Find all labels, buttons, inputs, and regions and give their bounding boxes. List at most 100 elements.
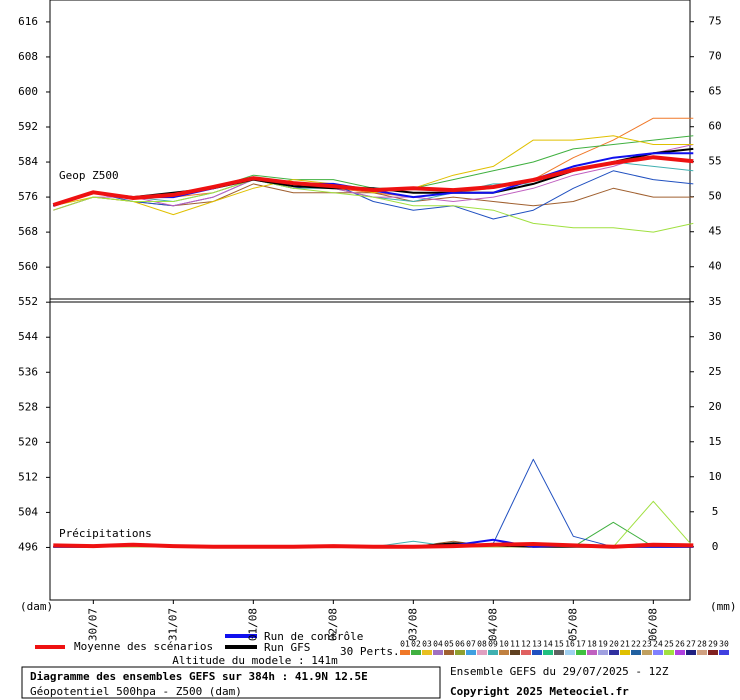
legend-label: 24 [653,640,663,649]
legend-label: 10 [499,640,509,649]
y2-tick-label: 75 [708,15,721,28]
legend-swatch [653,650,663,655]
legend-label: 17 [576,640,586,649]
legend-label: 06 [455,640,465,649]
y2-tick-label: 60 [708,120,721,133]
y2-tick-label: 20 [708,400,721,413]
legend-label: 28 [697,640,707,649]
legend-label: 25 [664,640,674,649]
y2-tick-label: 65 [708,85,721,98]
y-tick-label: 496 [18,540,38,553]
legend-swatch [620,650,630,655]
legend-label: 21 [620,640,630,649]
plot-frame [49,0,691,601]
legend-swatch [565,650,575,655]
y-tick-label: 608 [18,50,38,63]
legend-swatch [411,650,421,655]
legend-swatch [455,650,465,655]
legend-swatch [444,650,454,655]
x-tick-label: 02/08 [326,608,339,641]
legend-swatch [686,650,696,655]
y-tick-label: 544 [18,330,38,343]
legend-swatch [466,650,476,655]
title: Diagramme des ensembles GEFS sur 384h : … [30,670,368,683]
copyright: Copyright 2025 Meteociel.fr [450,685,629,698]
title-box [21,666,441,699]
y-tick-label: 600 [18,85,38,98]
y2-tick-label: 70 [708,50,721,63]
legend-swatch [433,650,443,655]
z500-line [53,135,694,216]
z500-line [53,179,694,233]
precip-line [53,542,694,549]
legend-label: 26 [675,640,685,649]
y-tick-label: 528 [18,400,38,413]
y2-tick-label: 5 [712,505,719,518]
y2-tick-label: 55 [708,155,721,168]
legend-label: 30 [719,640,729,649]
legend-swatch [708,650,718,655]
legend-swatch [598,650,608,655]
legend-label: 20 [609,640,619,649]
z500-line [53,170,694,220]
y-tick-label: 592 [18,120,38,133]
legend-label: 18 [587,640,597,649]
legend-swatch [576,650,586,655]
legend-label: 11 [510,640,520,649]
x-tick-label: 06/08 [646,608,659,641]
y-tick-label: 616 [18,15,38,28]
x-tick-label: 04/08 [486,608,499,641]
legend-label: 23 [642,640,652,649]
legend-label: 07 [466,640,476,649]
x-tick-label: 05/08 [566,608,579,641]
y2-tick-label: 50 [708,190,721,203]
legend-label: 03 [422,640,432,649]
legend-label: 13 [532,640,542,649]
panel-label: Geop Z500 [59,169,119,182]
y2-tick-label: 40 [708,260,721,273]
y-tick-label: 560 [18,260,38,273]
y-tick-label: 512 [18,470,38,483]
legend-label: Run de contrôle [264,630,363,643]
y-tick-label: 576 [18,190,38,203]
legend-swatch [521,650,531,655]
legend-label: 15 [554,640,564,649]
legend-swatch [609,650,619,655]
x-tick-label: 31/07 [166,608,179,641]
legend-swatch [488,650,498,655]
y2-unit: (mm) [710,600,737,613]
legend-label: 16 [565,640,575,649]
y-tick-label: 584 [18,155,38,168]
legend-swatch [532,650,542,655]
legend-swatch [554,650,564,655]
legend-swatch [587,650,597,655]
legend-label: Moyenne des scénarios [74,640,213,653]
y-tick-label: 504 [18,505,38,518]
y2-tick-label: 0 [712,540,719,553]
x-tick-label: 01/08 [246,608,259,641]
legend-label: 01 [400,640,410,649]
subtitle: Géopotentiel 500hpa - Z500 (dam) [30,685,242,698]
legend-swatch [477,650,487,655]
legend-swatch [664,650,674,655]
legend-swatch [400,650,410,655]
y2-tick-label: 25 [708,365,721,378]
altitude: Altitude du modele : 141m [172,654,338,667]
z500-line [52,155,694,207]
legend-label: 19 [598,640,608,649]
legend-label: 04 [433,640,443,649]
legend-label: 29 [708,640,718,649]
legend-swatch [510,650,520,655]
legend-label: 08 [477,640,487,649]
y-tick-label: 568 [18,225,38,238]
y2-tick-label: 10 [708,470,721,483]
y2-tick-label: 30 [708,330,721,343]
legend-swatch [642,650,652,655]
y2-tick-label: 35 [708,295,721,308]
legend-label: 30 Perts. [340,645,400,658]
legend-label: 05 [444,640,454,649]
y-tick-label: 520 [18,435,38,448]
y2-tick-label: 45 [708,225,721,238]
y-tick-label: 536 [18,365,38,378]
